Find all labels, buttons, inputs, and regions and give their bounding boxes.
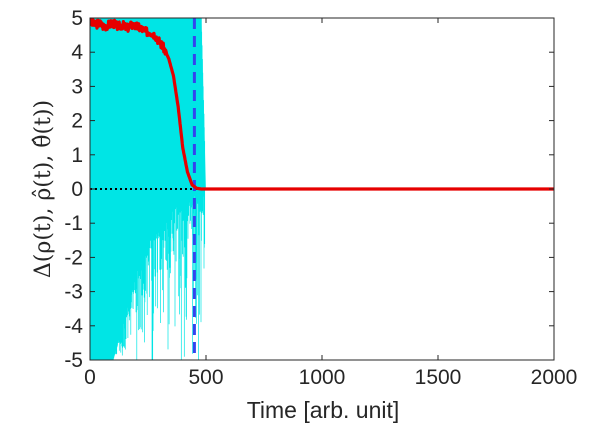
y-tick-label: -4 bbox=[64, 315, 83, 338]
x-tick-label: 500 bbox=[188, 366, 223, 389]
plot-area bbox=[90, 18, 554, 360]
y-tick-label: 3 bbox=[71, 75, 83, 98]
y-tick-label: -3 bbox=[64, 281, 83, 304]
x-tick-label: 2000 bbox=[531, 366, 578, 389]
y-tick-label: 5 bbox=[71, 7, 83, 30]
main-trace-line bbox=[90, 18, 554, 191]
y-tick-label: 4 bbox=[71, 41, 83, 64]
y-tick-label: 2 bbox=[71, 110, 83, 133]
y-tick-label: -2 bbox=[64, 246, 83, 269]
axes: 0 500 1000 1500 2000 -5 -4 -3 -2 -1 0 1 2 3 4 5 bbox=[64, 7, 577, 389]
y-tick-label: 0 bbox=[71, 178, 83, 201]
fluctuation-spikes bbox=[90, 18, 206, 360]
x-tick-label: 1500 bbox=[415, 366, 462, 389]
x-tick-label: 1000 bbox=[299, 366, 346, 389]
y-axis-label: Δ(ρ(t), ρ̂(t), θ̂(t)) bbox=[31, 100, 56, 278]
x-axis-label: Time [arb. unit] bbox=[247, 397, 400, 423]
y-tick-label: 1 bbox=[71, 144, 83, 167]
x-tick-label: 0 bbox=[84, 366, 96, 389]
y-tick-label: -1 bbox=[64, 212, 83, 235]
y-tick-label: -5 bbox=[64, 349, 83, 372]
